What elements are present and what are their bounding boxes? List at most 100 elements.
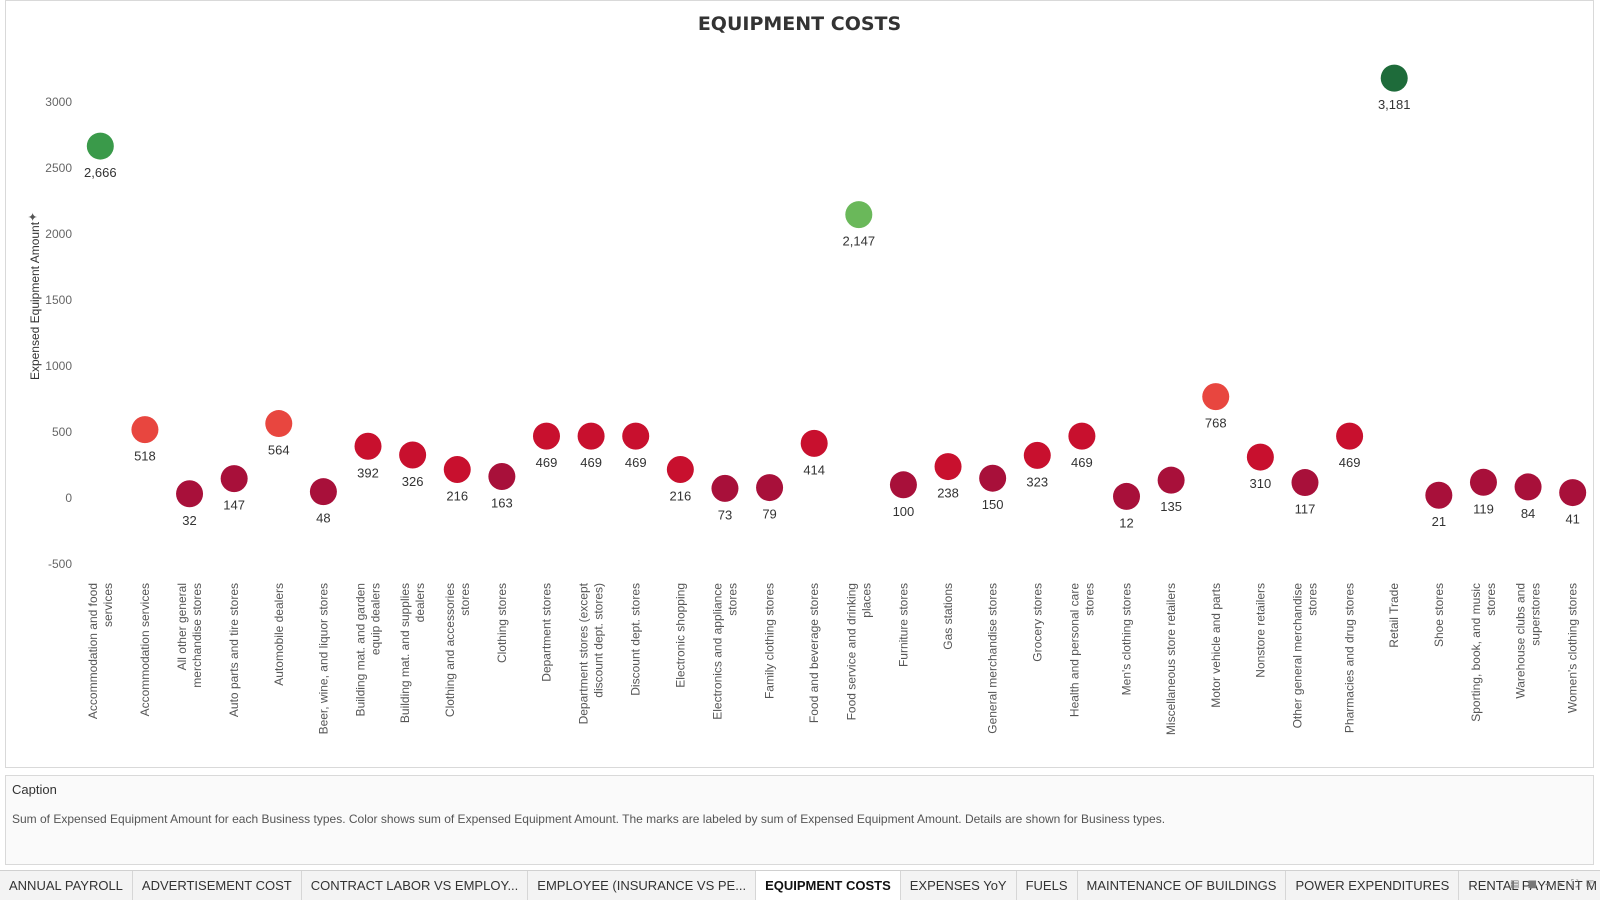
data-label: 238 <box>937 486 959 501</box>
data-label: 147 <box>223 498 245 513</box>
x-tick-label-line: Clothing and accessories <box>443 583 457 717</box>
data-point[interactable] <box>666 455 694 483</box>
x-tick-label-line: merchandise stores <box>190 583 204 688</box>
grid-view-icon[interactable]: ■ <box>1527 879 1537 890</box>
data-point[interactable] <box>443 455 471 483</box>
present-icon[interactable]: ⎚ <box>1586 879 1594 890</box>
data-point[interactable] <box>176 480 204 508</box>
data-point[interactable] <box>220 465 248 493</box>
x-tick-label-line: Building mat. and supplies <box>398 583 412 723</box>
x-tick-label-line: Motor vehicle and parts <box>1209 583 1223 708</box>
data-point[interactable] <box>399 441 427 469</box>
data-point[interactable] <box>577 422 605 450</box>
x-tick-label-line: Gas stations <box>941 583 955 650</box>
tab-equipment-costs[interactable]: EQUIPMENT COSTS <box>756 871 901 900</box>
y-tick-label: 2000 <box>45 227 72 241</box>
x-tick-label-line: Pharmacies and drug stores <box>1343 583 1357 733</box>
data-point[interactable] <box>1068 422 1096 450</box>
data-point[interactable] <box>1246 443 1274 471</box>
x-tick-label: All other general merchandise stores <box>175 583 204 688</box>
x-tick-label-line: Department stores <box>539 583 553 682</box>
x-tick-label-line: Miscellaneous store retailers <box>1164 583 1178 735</box>
x-tick-label-line: superstores <box>1529 583 1543 646</box>
x-tick-label: Clothing stores <box>495 583 509 663</box>
x-tick-label-line: Accommodation and food <box>86 583 100 719</box>
data-point[interactable] <box>622 422 650 450</box>
data-point[interactable] <box>532 422 560 450</box>
tab-maintenance-of-buildings[interactable]: MAINTENANCE OF BUILDINGS <box>1078 871 1287 900</box>
tab-contract-labor[interactable]: CONTRACT LABOR VS EMPLOY... <box>302 871 529 900</box>
data-label: 326 <box>402 474 424 489</box>
x-tick-label: Auto parts and tire stores <box>227 583 241 717</box>
tab-annual-payroll[interactable]: ANNUAL PAYROLL <box>0 871 133 900</box>
x-tick-label: Food service and drinking places <box>844 583 873 720</box>
tab-rental-payment[interactable]: RENTAL PAYMENT M <box>1459 871 1600 900</box>
x-tick-label: Grocery stores <box>1030 583 1044 662</box>
x-tick-label-line: General merchandise stores <box>986 583 1000 734</box>
prev-arrow-icon[interactable]: ◂ <box>1544 879 1550 890</box>
data-point[interactable] <box>756 474 784 502</box>
data-point[interactable] <box>1514 473 1542 501</box>
data-point[interactable] <box>1559 479 1587 507</box>
data-point[interactable] <box>354 432 382 460</box>
x-tick-label-line: Retail Trade <box>1387 583 1401 648</box>
data-point[interactable] <box>711 474 739 502</box>
data-point[interactable] <box>979 464 1007 492</box>
data-point[interactable] <box>86 132 114 160</box>
x-tick-label-line: Nonstore retailers <box>1253 583 1267 678</box>
data-label: 310 <box>1250 476 1272 491</box>
tab-expenses-yoy[interactable]: EXPENSES YoY <box>901 871 1017 900</box>
x-tick-label-line: Clothing stores <box>495 583 509 663</box>
data-point[interactable] <box>488 462 516 490</box>
next-arrow-icon[interactable]: ▸ <box>1557 879 1563 890</box>
tab-fuels[interactable]: FUELS <box>1017 871 1078 900</box>
data-label: 564 <box>268 443 290 458</box>
tab-power-expenditures[interactable]: POWER EXPENDITURES <box>1286 871 1460 900</box>
x-tick-label-line: Men's clothing stores <box>1120 583 1134 695</box>
data-point[interactable] <box>1157 466 1185 494</box>
data-point[interactable] <box>889 471 917 499</box>
x-tick-label: Accommodation services <box>138 583 152 716</box>
x-tick-label: Men's clothing stores <box>1120 583 1134 695</box>
data-point[interactable] <box>934 453 962 481</box>
x-tick-label-line: Food service and drinking <box>844 583 858 720</box>
data-label: 41 <box>1565 512 1579 527</box>
data-point[interactable] <box>1469 468 1497 496</box>
y-tick-label: 1000 <box>45 359 72 373</box>
x-tick-label: Gas stations <box>941 583 955 650</box>
x-tick-label: Electronic shopping <box>673 583 687 688</box>
data-point[interactable] <box>1113 482 1141 510</box>
data-point[interactable] <box>265 410 293 438</box>
fullscreen-icon[interactable]: ⛶ <box>1571 879 1578 890</box>
data-point[interactable] <box>845 201 873 229</box>
tab-advertisement-cost[interactable]: ADVERTISEMENT COST <box>133 871 302 900</box>
x-tick-label-line: Electronic shopping <box>673 583 687 688</box>
x-tick-label-line: Shoe stores <box>1432 583 1446 647</box>
caption-title: Caption <box>12 782 57 797</box>
data-point[interactable] <box>800 429 828 457</box>
data-point[interactable] <box>1023 441 1051 469</box>
x-tick-label: Warehouse clubs and superstores <box>1514 583 1543 699</box>
x-tick-label: General merchandise stores <box>986 583 1000 734</box>
data-point[interactable] <box>1202 383 1230 411</box>
data-point[interactable] <box>1291 469 1319 497</box>
y-tick-label: 2500 <box>45 161 72 175</box>
x-tick-label-line: stores <box>1082 583 1096 616</box>
x-tick-label-line: Electronics and appliance <box>710 583 724 720</box>
x-tick-label-line: Department stores (except <box>577 582 591 724</box>
data-point[interactable] <box>1336 422 1364 450</box>
x-tick-label: Women's clothing stores <box>1566 583 1580 713</box>
x-tick-label: Nonstore retailers <box>1253 583 1267 678</box>
tab-employee-insurance[interactable]: EMPLOYEE (INSURANCE VS PE... <box>528 871 757 900</box>
data-point[interactable] <box>1425 481 1453 509</box>
data-point[interactable] <box>131 416 159 444</box>
data-label: 21 <box>1432 514 1446 529</box>
x-tick-label-line: Furniture stores <box>896 583 910 667</box>
chart-title: EQUIPMENT COSTS <box>697 13 902 35</box>
x-tick-label: Food and beverage stores <box>807 583 821 723</box>
data-point[interactable] <box>309 478 337 506</box>
list-view-icon[interactable]: ▤ <box>1510 879 1520 890</box>
x-tick-label-line: Warehouse clubs and <box>1514 583 1528 699</box>
data-point[interactable] <box>1380 64 1408 92</box>
y-tick-label: -500 <box>48 557 72 571</box>
